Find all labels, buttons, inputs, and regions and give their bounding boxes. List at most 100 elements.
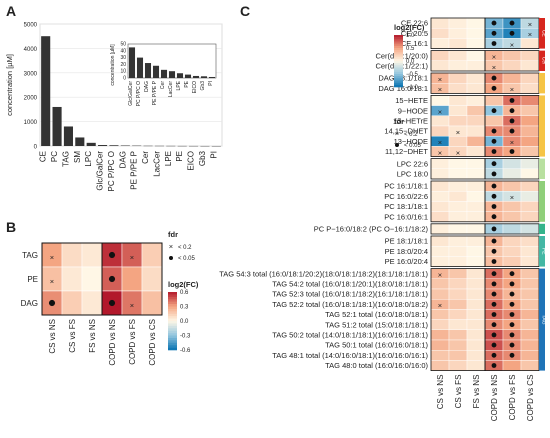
heatmap-cell: [448, 278, 468, 290]
y-axis-label: concentration [µM]: [5, 54, 14, 116]
colorbar-segment: [394, 78, 403, 81]
fdr-cross-mark: ×: [50, 277, 54, 286]
heatmap-cell: [141, 266, 163, 292]
heatmap-cell: [520, 223, 540, 235]
colorbar-segment: [394, 50, 403, 53]
fdr-dot-mark: [491, 281, 497, 287]
colorbar-tick-label: 0.5: [406, 46, 415, 52]
heatmap-cell: [430, 211, 450, 223]
row-label: TAG 50:2 total (14:0/18:1/18:1)(16:0/16:…: [272, 331, 428, 340]
row-label: TAG 48:1 total (14:0/16:0/18:1)(16:0/16:…: [272, 351, 428, 360]
fdr-dot-mark: [491, 75, 497, 81]
y-tick-label: 3000: [24, 71, 38, 77]
inset-y-tick-label: 20: [120, 62, 126, 68]
fdr-dot-mark: [491, 149, 497, 154]
fdr-legend-title: fdr: [168, 230, 178, 239]
bar: [86, 142, 96, 146]
x-tick-label: PC P/PC O: [107, 151, 116, 191]
heatmap-cell: [430, 309, 450, 320]
colorbar-segment: [168, 337, 177, 341]
inset-x-tick-label: Glc/GalCer: [128, 81, 134, 106]
fdr-dot-mark: [491, 20, 497, 26]
row-label: LPC 22:6: [397, 159, 428, 168]
colorbar-tick-label: 0.0: [180, 319, 189, 325]
heatmap-cell: [502, 245, 522, 257]
class-color-strip: [539, 18, 545, 49]
row-label: 11,12−DHET: [385, 147, 428, 156]
heatmap-cell: [466, 256, 486, 267]
row-label: TAG 51:2 total (15:0/18:1/18:1): [325, 320, 428, 329]
heatmap-cell: [520, 299, 540, 310]
inset-y-tick-label: 40: [120, 48, 126, 54]
fdr-cross-mark: ×: [438, 138, 442, 147]
fdr-dot-mark: [509, 271, 515, 277]
fdr-dot-mark: [491, 161, 497, 167]
colorbar-segment: [168, 328, 177, 331]
heatmap-cell: [448, 190, 468, 202]
row-label: 14,15−DHET: [384, 127, 428, 136]
row-label: CE 20:5: [401, 29, 428, 38]
heatmap-cell: [448, 115, 468, 127]
fdr-dot-mark: [491, 271, 497, 277]
bar: [52, 106, 62, 146]
class-color-strip: [539, 236, 545, 267]
x-tick-label: PE P/PE P: [130, 151, 139, 190]
x-tick-label: CE: [39, 151, 48, 162]
heatmap-cell: [520, 288, 540, 300]
class-color-strip: [539, 223, 545, 234]
column-label: CS vs FS: [68, 319, 77, 353]
heatmap-cell: [448, 50, 468, 61]
y-tick-label: 1000: [24, 120, 38, 126]
heatmap-cell: [520, 72, 540, 84]
fdr-dot-mark: [491, 226, 497, 232]
colorbar-segment: [394, 37, 403, 40]
fdr-dot-mark: [509, 149, 515, 154]
colorbar-segment: [168, 347, 177, 351]
colorbar-segment: [394, 67, 403, 70]
colorbar-segment: [168, 296, 177, 300]
heatmap-cell: [430, 288, 450, 300]
heatmap-cell: [502, 168, 522, 180]
heatmap-cell: [502, 50, 522, 61]
fdr-dot-mark: [509, 98, 515, 103]
inset-x-tick-label: PE P/PE P: [152, 80, 158, 105]
inset-bar: [168, 71, 176, 78]
heatmap-cell: [430, 278, 450, 290]
colorbar-segment: [168, 316, 177, 319]
heatmap-cell: [466, 146, 486, 157]
row-label: PC 16:0/22:6: [384, 192, 428, 201]
heatmap-cell: [466, 201, 486, 212]
heatmap-cell: [466, 211, 486, 223]
heatmap-cell: [448, 38, 468, 49]
row-label: PC 16:1/18:1: [384, 182, 428, 191]
x-tick-label: SM: [73, 151, 82, 163]
fdr-dot-mark: [491, 204, 497, 209]
heatmap-cell: [448, 256, 468, 267]
fdr-cross-mark: ×: [438, 85, 442, 94]
inset-x-tick-label: Cer: [160, 81, 166, 89]
inset-bar: [152, 65, 160, 78]
fdr-cross-symbol: ×: [395, 129, 399, 138]
fdr-dot-mark: [491, 183, 497, 189]
heatmap-cell: [520, 82, 540, 94]
fdr-cross-mark: ×: [456, 128, 460, 137]
heatmap-cell: [484, 95, 504, 106]
heatmap-cell: [121, 266, 143, 292]
y-tick-label: 0: [34, 145, 38, 151]
heatmap-cell: [520, 50, 540, 61]
x-tick-label: LPE: [164, 151, 173, 166]
heatmap-cell: [466, 299, 486, 310]
class-label: Cer: [541, 57, 547, 65]
row-label: PE 18:1/18:1: [385, 237, 428, 246]
colorbar-segment: [394, 74, 403, 77]
row-label: TAG 50:1 total (16:0/16:0/18:1): [325, 341, 428, 350]
colorbar-tick-label: 0.0: [406, 59, 415, 65]
heatmap-cell: [448, 245, 468, 257]
heatmap-cell: [448, 135, 468, 147]
row-label: TAG 52:2 total (16:0/18:1/18:1)(16:0/18:…: [272, 300, 428, 309]
class-color-strip: [539, 181, 545, 222]
heatmap-cell: [520, 309, 540, 320]
fdr-cross-mark: ×: [438, 75, 442, 84]
fdr-dot-mark: [509, 342, 515, 348]
